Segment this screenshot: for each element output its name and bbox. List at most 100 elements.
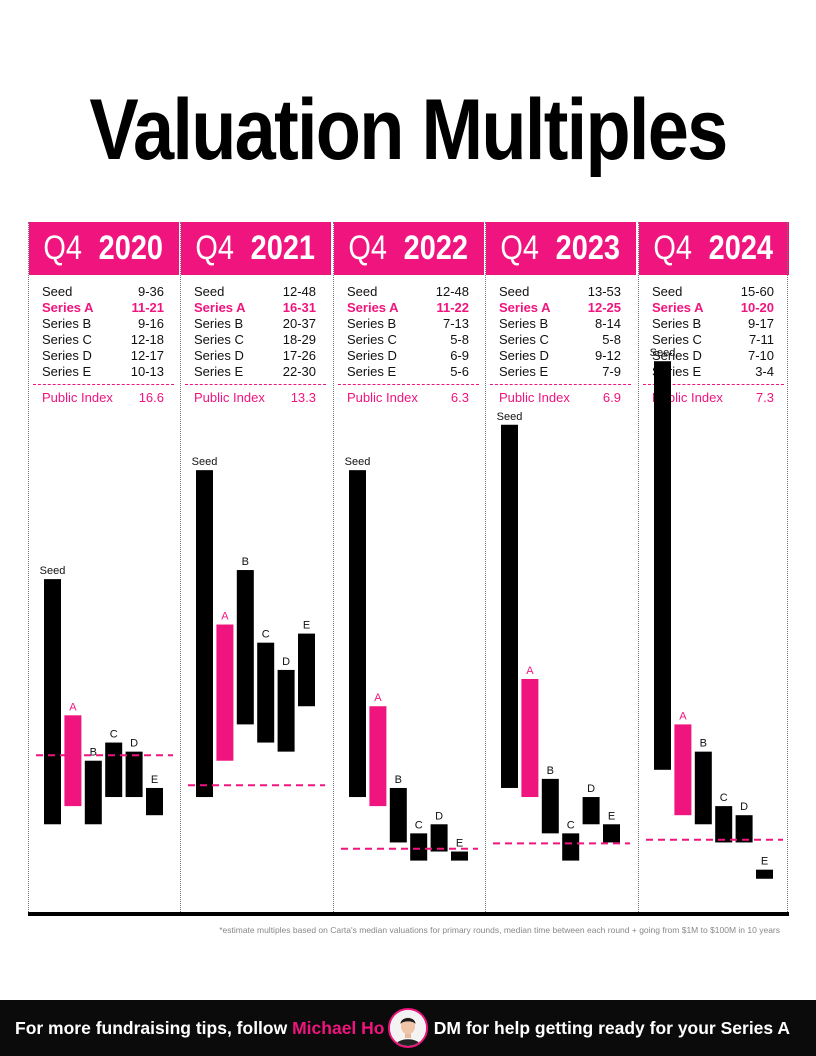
- round-multiple: 12-48: [435, 284, 469, 299]
- bar-label: D: [130, 738, 138, 750]
- round-label: Series E: [347, 364, 397, 379]
- multiples-table: Seed 9-36 Series A 11-21 Series B 9-16 Series …: [42, 284, 164, 380]
- bar-label: D: [740, 801, 748, 813]
- round-multiple: 12-17: [130, 348, 164, 363]
- table-row: Series C 7-11: [652, 332, 774, 348]
- range-bar-a: [674, 724, 692, 816]
- table-row: Series A 11-21: [42, 300, 164, 316]
- header-year: 2021: [250, 229, 315, 267]
- column-header: Q4 2024: [639, 222, 789, 275]
- range-bar-seed: [501, 424, 518, 788]
- table-row: Series A 12-25: [499, 300, 621, 316]
- round-label: Series D: [499, 348, 549, 363]
- round-multiple: 20-37: [282, 316, 316, 331]
- bar-label: Seed: [345, 456, 371, 468]
- table-row: Series A 11-22: [347, 300, 469, 316]
- round-label: Series D: [42, 348, 92, 363]
- header-year: 2023: [555, 229, 620, 267]
- bar-label: A: [221, 611, 229, 623]
- table-row: Series D 12-17: [42, 348, 164, 364]
- table-row: Series D 17-26: [194, 348, 316, 364]
- column-2020: Q4 2020 Seed 9-36 Series A 11-21 Series B 9-16 S…: [28, 222, 180, 914]
- table-row: Series B 20-37: [194, 316, 316, 332]
- round-multiple: 7-13: [442, 316, 469, 331]
- footnote: *estimate multiples based on Carta's med…: [219, 925, 780, 935]
- public-index-value: 7.3: [755, 390, 774, 405]
- round-multiple: 7-11: [748, 332, 774, 347]
- table-row: Series B 8-14: [499, 316, 621, 332]
- round-multiple: 8-14: [594, 316, 621, 331]
- public-index-row: Public Index 16.6: [42, 390, 164, 406]
- round-multiple: 7-10: [747, 348, 774, 363]
- round-label: Series C: [42, 332, 92, 347]
- range-bar-c: [257, 642, 275, 743]
- bar-label: B: [547, 765, 554, 777]
- table-row: Series D 6-9: [347, 348, 469, 364]
- bar-label: A: [374, 692, 382, 704]
- round-label: Seed: [499, 284, 530, 299]
- column-header: Q4 2020: [29, 222, 179, 275]
- public-index-value: 6.9: [602, 390, 621, 405]
- multiples-table: Seed 13-53 Series A 12-25 Series B 8-14 Series…: [499, 284, 621, 380]
- header-quarter: Q4: [42, 229, 82, 267]
- public-index-value: 16.6: [138, 390, 164, 405]
- range-bar-e: [451, 851, 468, 861]
- bar-label: B: [90, 747, 97, 759]
- bar-label: C: [567, 819, 575, 831]
- round-multiple: 5-6: [450, 364, 469, 379]
- column-2022: Q4 2022 Seed 12-48 Series A 11-22 Series B 7-13…: [333, 222, 485, 914]
- bar-label: C: [262, 629, 270, 641]
- table-row: Seed 9-36: [42, 284, 164, 300]
- range-bar-e: [603, 824, 620, 843]
- round-multiple: 9-16: [137, 316, 164, 331]
- table-row: Series C 5-8: [499, 332, 621, 348]
- round-multiple: 7-9: [602, 364, 621, 379]
- table-row: Series B 9-16: [42, 316, 164, 332]
- range-bar-b: [694, 751, 712, 825]
- range-bar-a: [521, 679, 539, 798]
- footer-author-link[interactable]: Michael Ho: [292, 1018, 385, 1038]
- bar-label: B: [395, 774, 402, 786]
- round-multiple: 15-60: [740, 284, 774, 299]
- page-title: Valuation Multiples: [89, 82, 728, 178]
- header-year: 2020: [98, 229, 163, 267]
- table-divider: [33, 384, 174, 385]
- round-label: Series C: [347, 332, 397, 347]
- multiples-table: Seed 15-60 Series A 10-20 Series B 9-17 Series…: [652, 284, 774, 380]
- table-row: Series C 5-8: [347, 332, 469, 348]
- author-avatar: [388, 1008, 428, 1048]
- range-bar-d: [582, 797, 600, 825]
- bar-label: C: [415, 819, 423, 831]
- header-quarter: Q4: [194, 229, 234, 267]
- column-header: Q4 2021: [181, 222, 331, 275]
- round-label: Series C: [194, 332, 244, 347]
- round-multiple: 10-13: [130, 364, 164, 379]
- round-label: Series E: [194, 364, 244, 379]
- round-label: Seed: [347, 284, 378, 299]
- round-label: Series A: [194, 300, 246, 315]
- multiples-table: Seed 12-48 Series A 11-22 Series B 7-13 Series…: [347, 284, 469, 380]
- footer-dm-text: DM for help getting ready for your Serie…: [433, 1018, 790, 1038]
- round-label: Seed: [652, 284, 683, 299]
- round-multiple: 16-31: [282, 300, 316, 315]
- public-index-row: Public Index 13.3: [194, 390, 316, 406]
- column-2024: Q4 2024 Seed 15-60 Series A 10-20 Series B 9-17…: [638, 222, 790, 914]
- column-separator: [638, 222, 639, 914]
- round-label: Series C: [499, 332, 549, 347]
- bar-label: Seed: [497, 411, 523, 423]
- round-label: Series E: [499, 364, 549, 379]
- range-bar-a: [216, 624, 234, 761]
- range-bars-plot: SeedABCDESeedABCDESeedABCDESeedABCDESeed…: [36, 347, 783, 879]
- public-index-row: Public Index 6.3: [347, 390, 469, 406]
- table-divider: [490, 384, 631, 385]
- round-label: Series D: [347, 348, 397, 363]
- range-bar-d: [125, 751, 143, 798]
- bar-label: E: [761, 856, 768, 868]
- header-year: 2022: [403, 229, 468, 267]
- column-separator: [28, 222, 29, 914]
- round-multiple: 9-36: [137, 284, 164, 299]
- round-label: Series D: [652, 348, 702, 363]
- round-multiple: 13-53: [587, 284, 621, 299]
- range-bar-seed: [349, 470, 366, 798]
- header-year: 2024: [708, 229, 773, 267]
